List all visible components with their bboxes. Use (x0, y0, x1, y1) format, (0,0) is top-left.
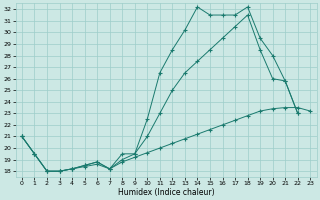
X-axis label: Humidex (Indice chaleur): Humidex (Indice chaleur) (118, 188, 214, 197)
